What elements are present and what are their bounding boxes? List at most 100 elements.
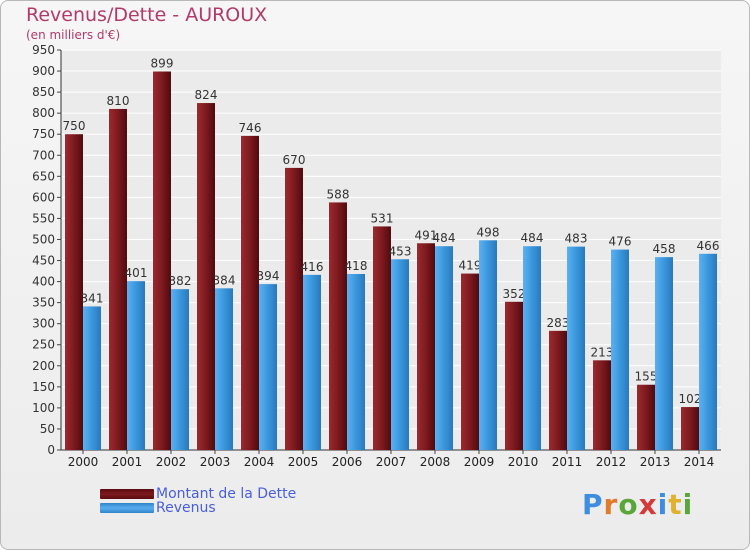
data-label-dette: 491 [415, 228, 438, 242]
bar-dette [461, 273, 479, 450]
data-label-dette: 810 [107, 94, 130, 108]
data-label-dette: 102 [679, 392, 702, 406]
bar-revenus [303, 274, 321, 450]
data-label-revenus: 466 [697, 239, 720, 253]
bar-dette [109, 108, 127, 451]
bar-dette [65, 134, 83, 451]
bar-dette [329, 202, 347, 450]
bar-dette [549, 330, 567, 450]
y-tick-label: 550 [32, 211, 55, 225]
y-tick-label: 950 [32, 43, 55, 57]
bar-revenus [611, 249, 629, 450]
data-label-revenus: 476 [609, 235, 632, 249]
x-tick-label: 2001 [112, 455, 143, 469]
bar-revenus [215, 288, 233, 450]
bar-revenus [699, 253, 717, 450]
chart-subtitle: (en milliers d'€) [26, 28, 121, 42]
data-label-dette: 352 [503, 287, 526, 301]
y-tick-label: 0 [47, 443, 55, 457]
data-label-revenus: 384 [213, 273, 236, 287]
bar-dette [373, 226, 391, 450]
data-label-dette: 213 [591, 345, 614, 359]
y-tick-label: 450 [32, 254, 55, 268]
y-tick-label: 900 [32, 64, 55, 78]
bar-dette [241, 135, 259, 451]
data-label-revenus: 401 [125, 266, 148, 280]
legend-label-dette: Montant de la Dette [156, 486, 297, 502]
data-label-revenus: 484 [521, 231, 544, 245]
bar-revenus [127, 281, 145, 450]
data-label-dette: 531 [371, 211, 394, 225]
data-label-revenus: 416 [301, 260, 324, 274]
y-tick-label: 850 [32, 85, 55, 99]
bar-revenus [83, 306, 101, 450]
x-tick-label: 2003 [200, 455, 231, 469]
bar-dette [593, 360, 611, 450]
x-tick-label: 2009 [464, 455, 495, 469]
data-label-dette: 588 [327, 187, 350, 201]
data-label-dette: 419 [459, 259, 482, 273]
x-tick-label: 2013 [640, 455, 671, 469]
x-tick-label: 2002 [156, 455, 187, 469]
bar-revenus [479, 240, 497, 450]
data-label-revenus: 453 [389, 244, 412, 258]
bar-dette [637, 384, 655, 450]
y-tick-label: 400 [32, 275, 55, 289]
bar-revenus [347, 274, 365, 450]
data-label-revenus: 484 [433, 231, 456, 245]
x-tick-label: 2014 [684, 455, 715, 469]
data-label-revenus: 382 [169, 274, 192, 288]
data-label-dette: 750 [63, 119, 86, 133]
y-tick-label: 750 [32, 127, 55, 141]
bar-revenus [259, 284, 277, 450]
x-tick-label: 2012 [596, 455, 627, 469]
x-tick-label: 2010 [508, 455, 539, 469]
data-label-dette: 824 [195, 88, 218, 102]
y-tick-label: 300 [32, 317, 55, 331]
bar-dette [153, 71, 171, 450]
legend-swatch-dette [100, 489, 154, 499]
x-tick-label: 2005 [288, 455, 319, 469]
data-label-revenus: 483 [565, 232, 588, 246]
bar-revenus [171, 289, 189, 450]
bar-dette [417, 243, 435, 450]
legend-swatch-revenus [100, 503, 154, 513]
data-label-revenus: 418 [345, 259, 368, 273]
y-tick-label: 50 [40, 422, 55, 436]
data-label-revenus: 458 [653, 242, 676, 256]
bar-revenus [523, 246, 541, 450]
proxiti-logo: Proxiti [582, 488, 694, 521]
bar-revenus [435, 246, 453, 450]
bar-dette [197, 103, 215, 450]
data-label-revenus: 341 [81, 291, 104, 305]
bar-revenus [391, 259, 409, 450]
y-tick-label: 200 [32, 359, 55, 373]
data-label-dette: 899 [151, 56, 174, 70]
data-label-dette: 283 [547, 316, 570, 330]
legend-label-revenus: Revenus [156, 500, 216, 516]
bar-revenus [655, 257, 673, 450]
bar-revenus [567, 246, 585, 450]
x-tick-label: 2011 [552, 455, 583, 469]
bar-dette [681, 407, 699, 450]
y-tick-label: 250 [32, 338, 55, 352]
data-label-dette: 155 [635, 370, 658, 384]
x-tick-label: 2007 [376, 455, 407, 469]
x-tick-label: 2004 [244, 455, 275, 469]
data-label-dette: 746 [239, 121, 262, 135]
y-tick-label: 600 [32, 190, 55, 204]
bar-dette [505, 301, 523, 450]
y-tick-label: 800 [32, 106, 55, 120]
y-tick-label: 100 [32, 401, 55, 415]
x-tick-label: 2006 [332, 455, 363, 469]
y-tick-label: 700 [32, 148, 55, 162]
bar-dette [285, 167, 303, 451]
y-tick-label: 500 [32, 232, 55, 246]
y-tick-label: 150 [32, 380, 55, 394]
data-label-revenus: 394 [257, 269, 280, 283]
x-tick-label: 2000 [68, 455, 99, 469]
data-label-dette: 670 [283, 153, 306, 167]
y-tick-label: 350 [32, 296, 55, 310]
data-label-revenus: 498 [477, 225, 500, 239]
